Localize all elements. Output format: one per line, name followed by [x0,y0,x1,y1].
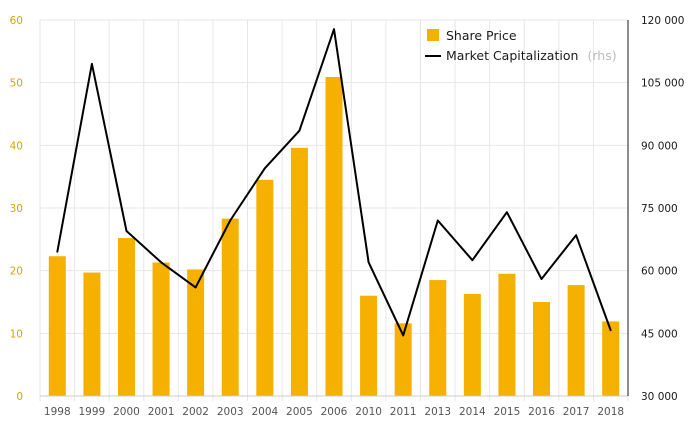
x-tick-label: 2016 [528,406,555,418]
point-market-cap [575,234,577,236]
y-left-tick-label: 30 [10,203,23,215]
bar-share-price [533,302,551,396]
x-tick-label: 2015 [494,406,521,418]
bar-share-price [429,280,447,396]
point-market-cap [540,278,543,280]
bar-share-price [48,256,66,396]
point-market-cap [125,230,128,232]
bar-share-price [83,272,101,396]
y-left-tick-label: 20 [10,266,23,278]
bar-share-price [117,238,135,396]
bar-share-price [221,218,239,396]
y-left-tick-label: 50 [10,78,23,90]
legend-share-price-label: Share Price [446,28,517,43]
legend-market-cap-text: Market Capitalization (rhs) [446,45,617,64]
point-market-cap [333,28,335,30]
point-market-cap [229,219,232,222]
legend-share-price-swatch [427,29,439,41]
market-cap-line [56,28,612,337]
bar-share-price [256,179,274,396]
y-right-tick-label: 30 000 [641,391,678,403]
y-right-tick-label: 75 000 [641,203,678,215]
bar-share-price [360,295,378,396]
point-market-cap [194,286,197,289]
x-tick-label: 2017 [563,406,590,418]
x-tick-label: 2003 [217,406,244,418]
x-tick-label: 2005 [286,406,313,418]
x-tick-label: 2006 [321,406,348,418]
x-tick-label: 2010 [355,406,382,418]
x-tick-label: 1999 [79,406,106,418]
axes: 0 10 20 30 40 50 60 30 000 45 000 60 000 75 000 90 … [10,15,685,403]
y-right-tick-label: 120 000 [641,15,684,27]
x-tick-label: 2001 [148,406,175,418]
point-market-cap [160,261,162,264]
x-tick-label: 2000 [113,406,140,418]
point-market-cap [367,261,370,264]
bar-share-price [187,269,205,396]
x-axis-labels: 1998 1999 2000 2001 2002 2003 2004 2005 2006 2010… [44,406,624,418]
point-market-cap [506,211,508,213]
point-market-cap [609,329,612,332]
point-market-cap [91,63,93,65]
share-price-bars [48,77,620,396]
y-left-tick-label: 40 [10,140,23,152]
bar-share-price [325,77,343,396]
point-market-cap [436,219,439,222]
x-tick-label: 2002 [182,406,209,418]
y-right-tick-label: 60 000 [641,266,678,278]
y-right-tick-label: 90 000 [641,140,678,152]
point-market-cap [471,259,474,262]
bar-share-price [463,293,481,396]
point-market-cap [56,251,59,253]
bar-share-price [290,147,308,396]
x-tick-label: 2011 [390,406,417,418]
point-market-cap [264,167,266,170]
x-tick-label: 2014 [459,406,486,418]
x-tick-label: 2013 [424,406,451,418]
y-left-tick-label: 60 [10,15,23,27]
y-right-tick-label: 45 000 [641,328,678,340]
point-market-cap [402,334,404,337]
legend: Share Price Market Capitalization (rhs) [425,28,617,64]
x-tick-label: 2004 [251,406,278,418]
y-left-tick-label: 0 [16,391,23,403]
legend-rhs-suffix: (rhs) [588,48,617,63]
legend-market-cap-label: Market Capitalization [446,48,578,63]
x-tick-label: 2018 [597,406,624,418]
bar-share-price [567,285,585,396]
bar-share-price [602,321,620,396]
bar-share-price [394,323,412,396]
y-right-tick-label: 105 000 [641,78,684,90]
x-tick-label: 1998 [44,406,71,418]
bar-share-price [152,262,170,396]
y-left-tick-label: 10 [10,328,23,340]
point-market-cap [298,129,301,132]
bar-share-price [498,273,516,396]
